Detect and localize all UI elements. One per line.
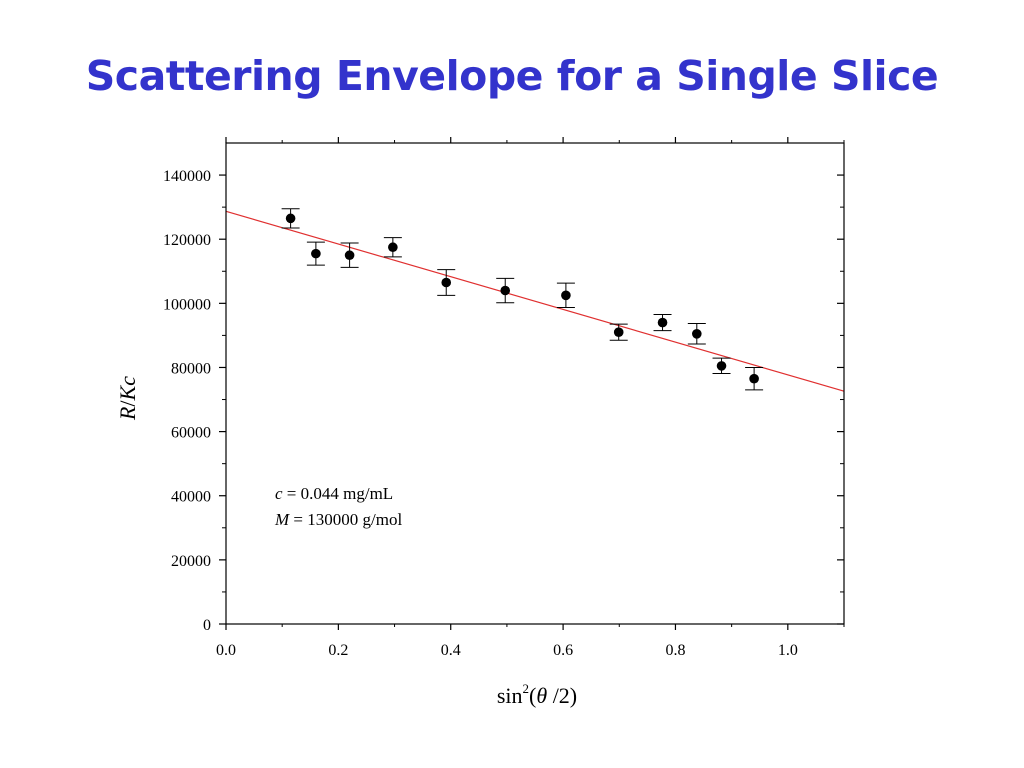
slide-title: Scattering Envelope for a Single Slice bbox=[85, 52, 939, 100]
data-point bbox=[692, 328, 702, 339]
data-point bbox=[311, 248, 321, 259]
data-points-layer bbox=[281, 208, 764, 391]
y-tick-label: 40000 bbox=[171, 489, 211, 506]
x-tick-label: 0.2 bbox=[328, 642, 348, 659]
x-tick-label: 1.0 bbox=[778, 642, 798, 659]
annotation-concentration: c = 0.044 mg/mL bbox=[275, 484, 393, 503]
x-tick-label: 0.8 bbox=[665, 642, 685, 659]
data-point bbox=[613, 327, 624, 337]
plot-frame bbox=[225, 142, 845, 625]
y-tick-label: 0 bbox=[203, 617, 211, 634]
data-point bbox=[561, 290, 571, 301]
data-point bbox=[441, 277, 452, 288]
y-tick-label: 140000 bbox=[163, 168, 211, 185]
x-axis-title-power: 2 bbox=[523, 681, 530, 696]
fit-line-layer bbox=[225, 210, 845, 392]
tick-labels-layer: 0.0 0.2 0.4 0.6 0.8 1.0 0 20000 40000 60000 80000 1… bbox=[163, 168, 798, 659]
x-tick-label: 0.6 bbox=[553, 642, 573, 659]
y-tick-label: 20000 bbox=[171, 553, 211, 570]
annotation-molar-mass: M = 130000 g/mol bbox=[274, 510, 402, 529]
x-tick-label: 0.4 bbox=[441, 642, 461, 659]
data-point bbox=[749, 373, 759, 384]
y-tick-label: 120000 bbox=[163, 232, 211, 249]
data-point bbox=[344, 250, 355, 261]
data-point bbox=[388, 242, 398, 253]
x-axis-title: sin2(θ /2) bbox=[497, 681, 577, 708]
y-tick-label: 100000 bbox=[163, 296, 211, 313]
data-point bbox=[285, 213, 296, 224]
fit-line bbox=[225, 210, 845, 392]
x-tick-label: 0.0 bbox=[216, 642, 236, 659]
y-tick-label: 60000 bbox=[171, 425, 211, 442]
data-point bbox=[716, 361, 727, 371]
ticks-layer bbox=[219, 137, 845, 630]
data-point bbox=[500, 285, 511, 296]
y-axis-title: R/Kc bbox=[115, 376, 140, 421]
data-point bbox=[657, 317, 668, 328]
y-tick-label: 80000 bbox=[171, 360, 211, 377]
